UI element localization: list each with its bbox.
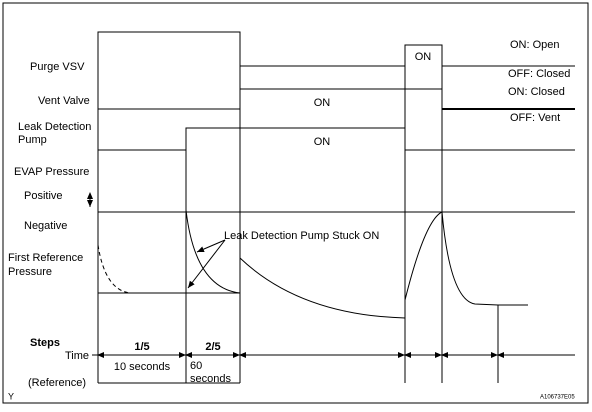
vent-signal	[98, 88, 443, 110]
label: Positive	[24, 190, 63, 202]
step: 1/5	[134, 341, 149, 353]
footer: A106737E05	[540, 395, 575, 401]
duration: 60	[190, 360, 202, 372]
label: Time	[65, 350, 89, 362]
label: Pressure	[8, 266, 52, 278]
label: Leak Detection	[18, 121, 91, 133]
label: Pump	[18, 134, 47, 146]
annotation-arrow	[196, 239, 226, 253]
dashed-curve	[97, 244, 131, 294]
label: Negative	[24, 220, 67, 232]
label: Vent Valve	[38, 95, 90, 107]
state: ON	[314, 97, 331, 109]
label: First Reference	[8, 252, 83, 264]
step: 2/5	[205, 341, 220, 353]
legend: ON: Closed	[508, 86, 565, 98]
duration: seconds	[190, 373, 231, 385]
label: Steps	[30, 337, 60, 349]
label: Purge VSV	[30, 61, 85, 73]
duration: 10 seconds	[114, 361, 171, 373]
state: ON	[415, 51, 432, 63]
annotation: Leak Detection Pump Stuck ON	[224, 230, 379, 242]
purge-signal	[97, 31, 575, 67]
pressure-curve	[239, 211, 528, 319]
legend: ON: Open	[510, 39, 560, 51]
legend: OFF: Closed	[508, 68, 570, 80]
pump-signal	[98, 127, 575, 151]
legend: OFF: Vent	[510, 112, 560, 124]
state: ON	[314, 136, 331, 148]
label: (Reference)	[28, 377, 86, 389]
footer: Y	[8, 391, 14, 401]
frame	[2, 2, 589, 404]
label: EVAP Pressure	[14, 166, 89, 178]
stuck-curve	[185, 209, 241, 294]
annotation-arrow	[187, 239, 226, 289]
